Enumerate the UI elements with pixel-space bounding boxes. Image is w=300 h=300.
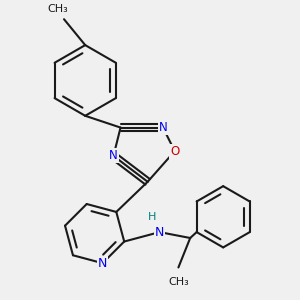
Text: O: O [170,145,179,158]
Text: CH₃: CH₃ [48,4,68,14]
Text: CH₃: CH₃ [168,277,189,287]
Text: N: N [109,149,118,162]
Text: N: N [159,121,167,134]
Text: N: N [98,257,107,270]
Text: N: N [155,226,164,238]
Text: H: H [148,212,157,222]
